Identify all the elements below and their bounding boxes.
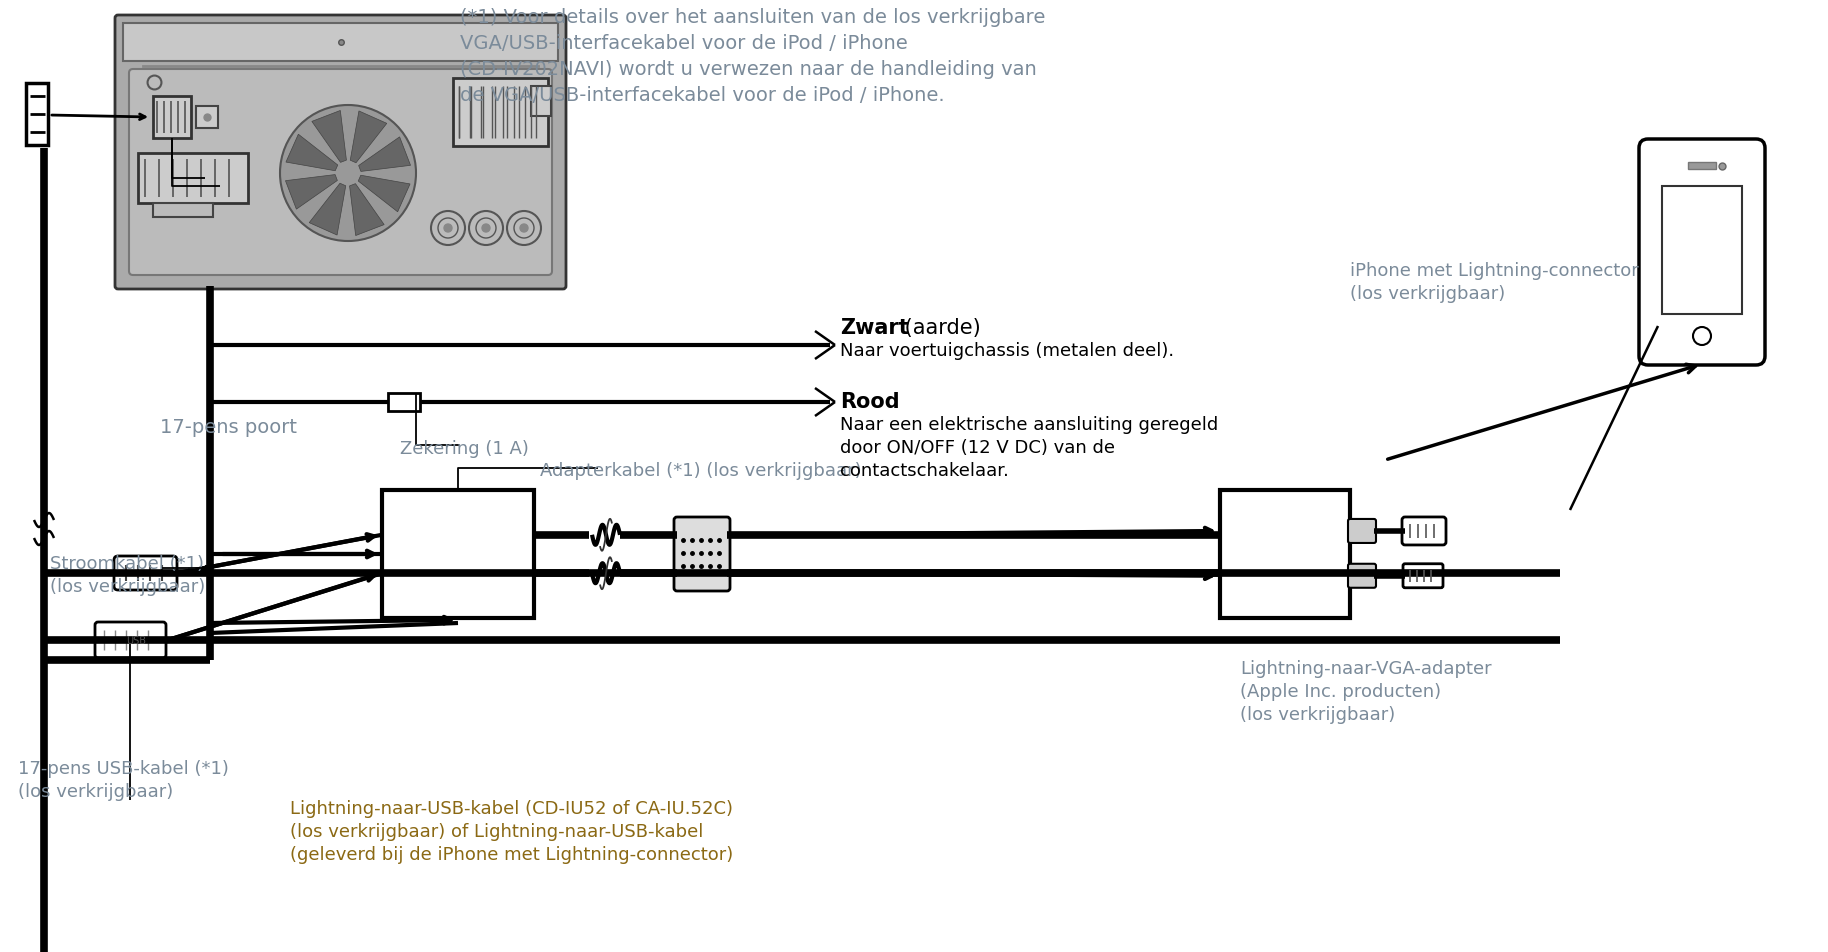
- Bar: [453, 78, 548, 146]
- Text: (geleverd bij de iPhone met Lightning-connector): (geleverd bij de iPhone met Lightning-co…: [291, 846, 733, 864]
- Text: (los verkrijgbaar): (los verkrijgbaar): [49, 578, 205, 596]
- FancyBboxPatch shape: [95, 622, 166, 658]
- Bar: [388, 393, 420, 411]
- Polygon shape: [285, 174, 338, 209]
- Text: (los verkrijgbaar): (los verkrijgbaar): [1351, 285, 1504, 303]
- Circle shape: [519, 224, 528, 232]
- Text: (los verkrijgbaar): (los verkrijgbaar): [18, 783, 174, 801]
- Text: (Apple Inc. producten): (Apple Inc. producten): [1239, 683, 1440, 701]
- Text: Rood: Rood: [841, 392, 899, 412]
- Polygon shape: [358, 137, 411, 171]
- Bar: [530, 86, 550, 116]
- Text: Zekering (1 A): Zekering (1 A): [400, 440, 528, 458]
- Bar: [122, 23, 558, 61]
- Polygon shape: [358, 175, 409, 211]
- Text: Stroomkabel (*1): Stroomkabel (*1): [49, 555, 205, 573]
- Text: VGA/USB-interfacekabel voor de iPod / iPhone: VGA/USB-interfacekabel voor de iPod / iP…: [461, 34, 909, 53]
- Polygon shape: [349, 184, 384, 235]
- FancyBboxPatch shape: [675, 517, 729, 591]
- Text: Lightning-naar-USB-kabel (CD-IU52 of CA-IU.52C): Lightning-naar-USB-kabel (CD-IU52 of CA-…: [291, 800, 733, 818]
- Text: 17-pens USB-kabel (*1): 17-pens USB-kabel (*1): [18, 760, 228, 778]
- FancyBboxPatch shape: [1347, 564, 1376, 587]
- Text: (*1) Voor details over het aansluiten van de los verkrijgbare: (*1) Voor details over het aansluiten va…: [461, 8, 1046, 27]
- Polygon shape: [309, 183, 345, 235]
- Text: de VGA/USB-interfacekabel voor de iPod / iPhone.: de VGA/USB-interfacekabel voor de iPod /…: [461, 86, 945, 105]
- Text: (aarde): (aarde): [898, 318, 982, 338]
- Bar: [137, 153, 249, 203]
- FancyBboxPatch shape: [1640, 139, 1766, 365]
- Text: door ON/OFF (12 V DC) van de: door ON/OFF (12 V DC) van de: [841, 439, 1115, 457]
- Text: 17-pens poort: 17-pens poort: [161, 418, 296, 437]
- FancyBboxPatch shape: [115, 15, 567, 289]
- Polygon shape: [285, 134, 338, 170]
- FancyBboxPatch shape: [1347, 519, 1376, 543]
- Text: iPhone met Lightning-connector: iPhone met Lightning-connector: [1351, 262, 1638, 280]
- Polygon shape: [313, 110, 347, 163]
- Bar: [1219, 490, 1351, 618]
- Text: Naar een elektrische aansluiting geregeld: Naar een elektrische aansluiting geregel…: [841, 416, 1217, 434]
- Bar: [154, 203, 214, 217]
- Text: Lightning-naar-VGA-adapter: Lightning-naar-VGA-adapter: [1239, 660, 1492, 678]
- Text: (los verkrijgbaar): (los verkrijgbaar): [1239, 706, 1395, 724]
- FancyBboxPatch shape: [113, 556, 177, 590]
- Bar: [1687, 162, 1716, 169]
- Bar: [26, 83, 48, 145]
- FancyBboxPatch shape: [1402, 517, 1446, 545]
- Circle shape: [280, 105, 417, 241]
- Text: Naar voertuigchassis (metalen deel).: Naar voertuigchassis (metalen deel).: [841, 342, 1174, 360]
- Bar: [1662, 186, 1742, 314]
- Text: Zwart: Zwart: [841, 318, 909, 338]
- Polygon shape: [351, 111, 388, 163]
- Bar: [154, 96, 190, 138]
- Circle shape: [483, 224, 490, 232]
- Text: (los verkrijgbaar) of Lightning-naar-USB-kabel: (los verkrijgbaar) of Lightning-naar-USB…: [291, 823, 704, 841]
- Text: (CD-IV202NAVI) wordt u verwezen naar de handleiding van: (CD-IV202NAVI) wordt u verwezen naar de …: [461, 60, 1036, 79]
- Text: Adapterkabel (*1) (los verkrijgbaar): Adapterkabel (*1) (los verkrijgbaar): [539, 462, 861, 480]
- FancyBboxPatch shape: [130, 69, 552, 275]
- Circle shape: [444, 224, 452, 232]
- Bar: [196, 106, 218, 128]
- Text: USB: USB: [126, 636, 146, 646]
- Bar: [382, 490, 534, 618]
- Text: contactschakelaar.: contactschakelaar.: [841, 462, 1009, 480]
- FancyBboxPatch shape: [1404, 564, 1442, 587]
